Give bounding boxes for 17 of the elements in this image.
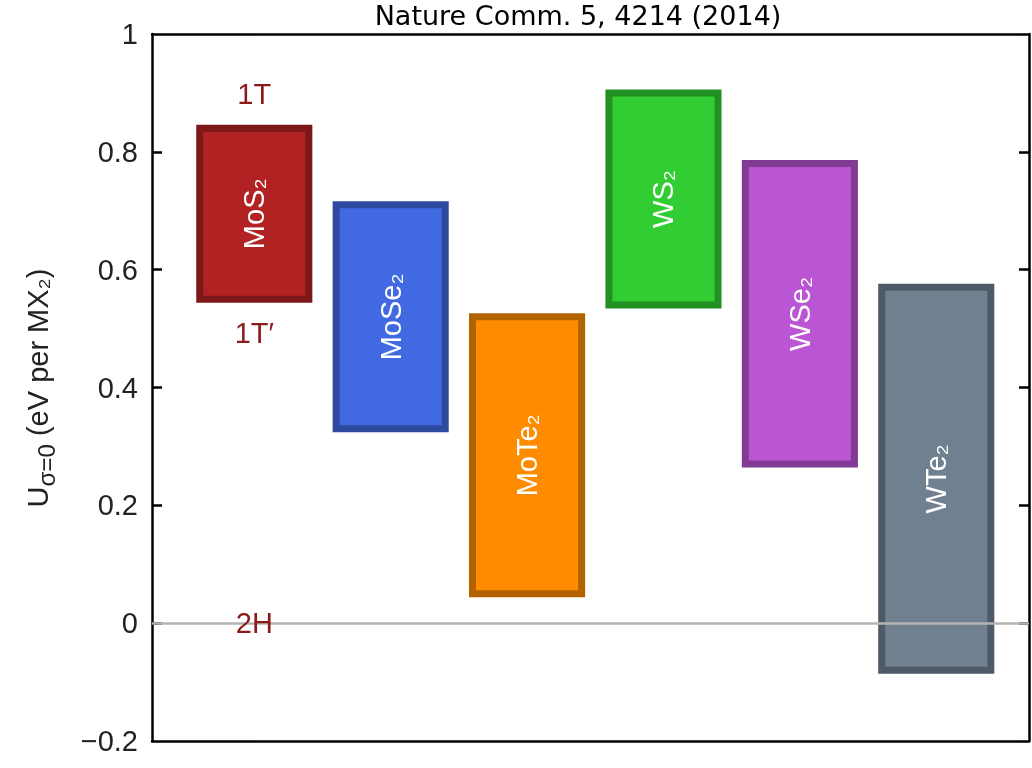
y-tick-label: 0.4: [97, 371, 138, 404]
y-tick-label: 0.2: [97, 489, 138, 522]
annotation: 1T: [237, 78, 272, 111]
x-tick-label: WS₂: [647, 169, 680, 228]
x-tick-label: MoS₂: [238, 178, 271, 250]
annotation: 1T′: [234, 317, 274, 350]
y-tick-label: 0.6: [97, 253, 138, 286]
chart-title: Nature Comm. 5, 4214 (2014): [374, 0, 782, 31]
y-tick-label: −0.2: [80, 725, 138, 757]
x-tick-label: WTe₂: [920, 444, 953, 514]
x-tick-label: MoSe₂: [374, 273, 407, 361]
y-tick-label: 0: [121, 607, 138, 640]
y-tick-label: 1: [121, 18, 138, 50]
x-tick-label: MoTe₂: [511, 414, 544, 497]
annotation: 2H: [235, 607, 273, 640]
x-tick-label: WSe₂: [783, 276, 816, 351]
y-tick-label: 0.8: [97, 135, 138, 168]
